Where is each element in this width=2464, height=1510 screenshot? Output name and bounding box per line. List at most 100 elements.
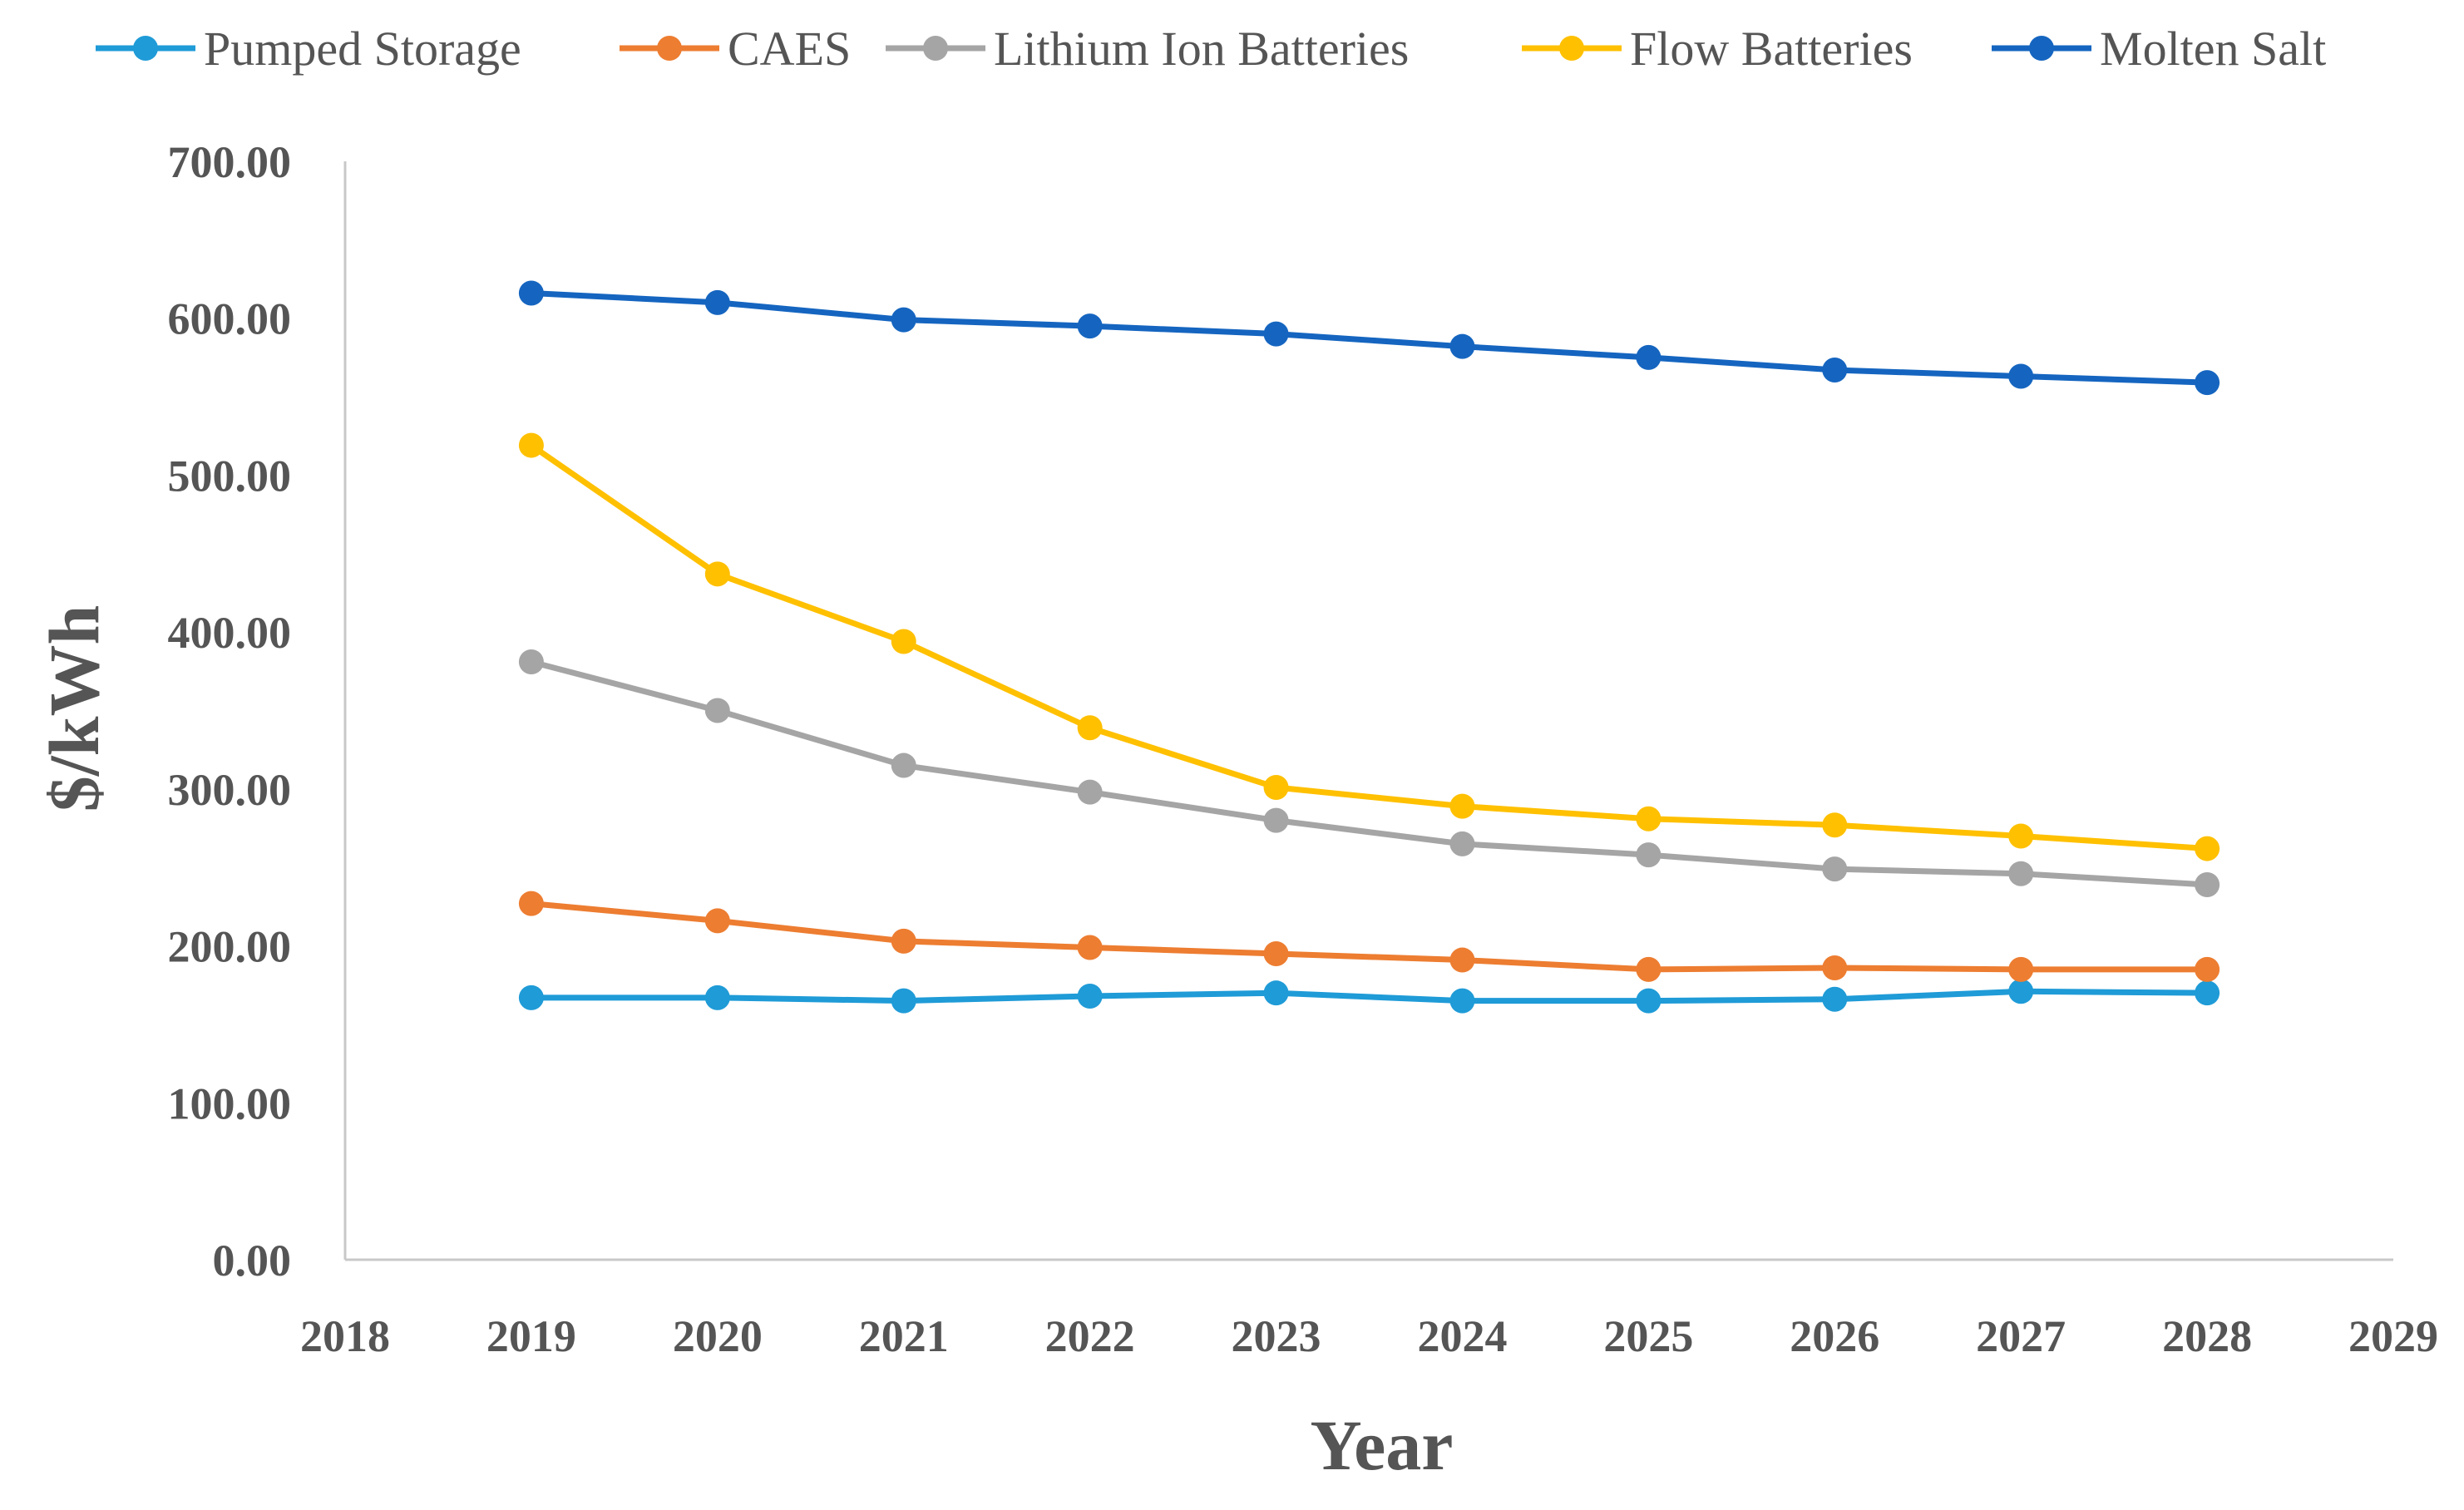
legend-item: Flow Batteries: [1522, 22, 1913, 76]
data-point: [704, 908, 730, 934]
data-point: [518, 649, 544, 674]
legend-marker: [1559, 36, 1584, 61]
y-tick-labels: 0.00 100.00 200.00 300.00 400.00 500.00 600.00…: [168, 137, 292, 1285]
data-point: [1077, 779, 1103, 805]
data-point: [1263, 980, 1289, 1006]
data-point: [1636, 806, 1662, 831]
data-point: [1636, 842, 1662, 868]
axes: [343, 161, 2393, 1261]
data-point: [2195, 871, 2220, 897]
series-flow-batteries: [518, 432, 2220, 861]
data-point: [2008, 956, 2034, 982]
data-point: [2008, 823, 2034, 849]
series-line: [528, 290, 2210, 386]
legend-label: Molten Salt: [2100, 22, 2326, 76]
data-point: [1077, 935, 1103, 960]
y-tick-label: 400.00: [168, 608, 292, 658]
x-tick-label: 2021: [859, 1311, 949, 1361]
legend-marker: [2029, 36, 2054, 61]
y-tick-label: 500.00: [168, 451, 292, 501]
data-point: [704, 289, 730, 315]
y-tick-label: 200.00: [168, 922, 292, 972]
y-tick-label: 600.00: [168, 294, 292, 344]
data-point: [1077, 313, 1103, 339]
data-point: [1449, 333, 1475, 359]
series-caes: [518, 891, 2220, 982]
data-point: [891, 753, 916, 778]
y-tick-label: 700.00: [168, 137, 292, 187]
data-point: [518, 984, 544, 1010]
series-line: [528, 901, 2210, 973]
series-pumped-storage: [518, 979, 2220, 1014]
data-point: [1449, 793, 1475, 819]
y-tick-label: 300.00: [168, 765, 292, 815]
data-point: [1449, 947, 1475, 973]
x-tick-label: 2024: [1417, 1311, 1507, 1361]
x-tick-label: 2025: [1603, 1311, 1693, 1361]
series-line: [528, 988, 2210, 1004]
x-tick-label: 2028: [2162, 1311, 2252, 1361]
data-point: [1822, 812, 1848, 838]
data-point: [2008, 979, 2034, 1004]
x-tick-label: 2029: [2348, 1311, 2438, 1361]
series-line: [528, 442, 2210, 852]
data-point: [2008, 363, 2034, 389]
x-tick-label: 2020: [673, 1311, 763, 1361]
legend-label: Lithium Ion Batteries: [994, 22, 1409, 76]
y-tick-label: 100.00: [168, 1078, 292, 1128]
data-point: [1077, 983, 1103, 1009]
legend-label: Pumped Storage: [204, 22, 521, 76]
data-point: [518, 891, 544, 916]
legend: Pumped Storage CAES Lithium Ion Batteries F…: [96, 22, 2326, 76]
x-tick-label: 2027: [1976, 1311, 2066, 1361]
data-point: [1636, 956, 1662, 982]
legend-item: CAES: [620, 22, 851, 76]
x-tick-label: 2018: [300, 1311, 390, 1361]
data-point: [2195, 956, 2220, 982]
data-point: [1636, 344, 1662, 370]
x-axis-title: Year: [1311, 1405, 1454, 1485]
data-point: [1822, 357, 1848, 382]
legend-label: CAES: [728, 22, 851, 76]
data-point: [1263, 321, 1289, 347]
series: [518, 280, 2220, 1014]
data-point: [518, 432, 544, 458]
data-point: [891, 928, 916, 954]
data-point: [704, 698, 730, 723]
series-line: [528, 659, 2210, 888]
data-point: [2195, 836, 2220, 861]
data-point: [891, 629, 916, 654]
data-point: [1822, 955, 1848, 980]
data-point: [2195, 980, 2220, 1006]
series-lithium-ion-batteries: [518, 649, 2220, 897]
data-point: [1263, 807, 1289, 833]
x-tick-label: 2026: [1790, 1311, 1879, 1361]
legend-item: Molten Salt: [1992, 22, 2326, 76]
data-point: [1822, 986, 1848, 1012]
legend-label: Flow Batteries: [1630, 22, 1913, 76]
data-point: [891, 307, 916, 333]
data-point: [2195, 370, 2220, 396]
data-point: [1449, 831, 1475, 856]
series-molten-salt: [518, 280, 2220, 396]
y-axis-title: $/kWh: [34, 605, 114, 812]
data-point: [1449, 988, 1475, 1014]
data-point: [2008, 861, 2034, 886]
legend-marker: [923, 36, 948, 61]
x-tick-label: 2023: [1232, 1311, 1321, 1361]
data-point: [1263, 774, 1289, 800]
data-point: [1822, 856, 1848, 882]
x-tick-label: 2019: [486, 1311, 576, 1361]
data-point: [891, 988, 916, 1014]
data-point: [1636, 988, 1662, 1014]
legend-marker: [657, 36, 682, 61]
y-tick-label: 0.00: [213, 1236, 292, 1285]
data-point: [704, 984, 730, 1010]
data-point: [1077, 715, 1103, 741]
legend-item: Lithium Ion Batteries: [886, 22, 1409, 76]
legend-item: Pumped Storage: [96, 22, 521, 76]
x-tick-label: 2022: [1045, 1311, 1135, 1361]
legend-marker: [133, 36, 158, 61]
